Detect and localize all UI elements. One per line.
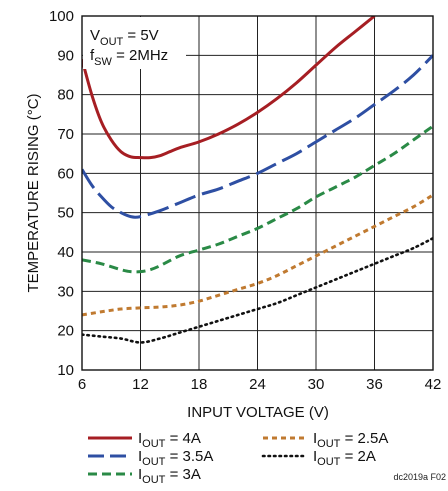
- x-tick-labels: 6 12 18 24 30 36 42: [78, 376, 442, 393]
- series-line-5: [82, 236, 433, 344]
- x-axis-title: INPUT VOLTAGE (V): [187, 404, 329, 421]
- x-tick-label: 24: [249, 376, 266, 393]
- plot-frame: [81, 15, 434, 371]
- vout-condition: VOUT = 5V: [90, 27, 159, 48]
- x-tick-label: 6: [78, 376, 86, 393]
- figure-id: dc2019a F02: [393, 472, 446, 482]
- x-tick-label: 18: [191, 376, 208, 393]
- y-tick-label: 90: [57, 47, 74, 64]
- y-tick-label: 10: [57, 362, 74, 379]
- conditions-box: [83, 17, 186, 69]
- grid: [82, 16, 433, 370]
- x-tick-label: 42: [425, 376, 442, 393]
- y-tick-label: 20: [57, 323, 74, 340]
- series-line-3: [82, 124, 433, 274]
- y-tick-label: 100: [49, 8, 74, 25]
- legend-label-1: IOUT = 4A: [138, 430, 201, 450]
- y-tick-label: 60: [57, 165, 74, 182]
- y-tick-label: 80: [57, 87, 74, 104]
- y-tick-label: 70: [57, 126, 74, 143]
- x-tick-label: 30: [308, 376, 325, 393]
- legend-label-4: IOUT = 2.5A: [313, 430, 388, 450]
- series-line-4: [82, 193, 433, 317]
- legend-label-2: IOUT = 3.5A: [138, 448, 213, 468]
- y-tick-label: 50: [57, 205, 74, 222]
- series-line-1: [82, 16, 376, 160]
- fsw-condition: fSW = 2MHz: [90, 47, 168, 68]
- series-layer: [82, 16, 433, 344]
- legend-label-3: IOUT = 3A: [138, 466, 201, 486]
- y-tick-label: 30: [57, 283, 74, 300]
- legend-label-5: IOUT = 2A: [313, 448, 376, 468]
- y-tick-labels: 10 20 30 40 50 60 70 80 90 100: [49, 8, 74, 379]
- x-tick-label: 12: [132, 376, 149, 393]
- series-line-2: [82, 54, 433, 219]
- x-tick-label: 36: [366, 376, 383, 393]
- y-tick-label: 40: [57, 244, 74, 261]
- y-axis-title: TEMPERATURE RISING (°C): [25, 93, 42, 292]
